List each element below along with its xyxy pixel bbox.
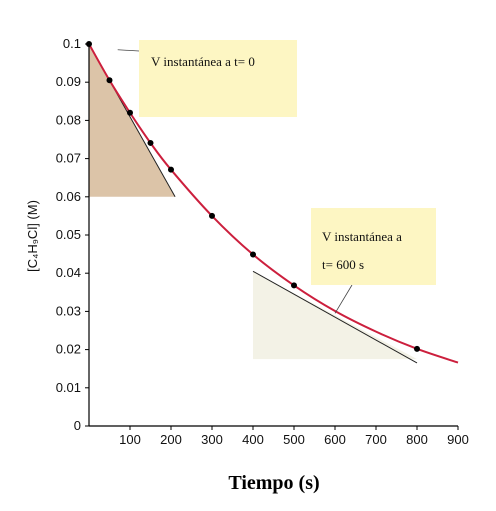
- annotation-text-2: V instantánea a: [322, 229, 402, 244]
- y-axis-title: [C₄H₉Cl] (M): [25, 200, 40, 272]
- y-tick-label: 0.04: [56, 265, 81, 280]
- annotation-box-2: [311, 208, 436, 285]
- y-tick-label: 0.03: [56, 303, 81, 318]
- x-tick-label: 800: [406, 432, 428, 447]
- data-point: [250, 251, 256, 257]
- data-point: [209, 213, 215, 219]
- annotation-pointer-1: [118, 50, 139, 51]
- data-point: [127, 110, 133, 116]
- y-tick-label: 0.09: [56, 74, 81, 89]
- x-tick-label: 300: [201, 432, 223, 447]
- y-tick-label: 0.08: [56, 112, 81, 127]
- y-tick-label: 0.02: [56, 342, 81, 357]
- x-tick-label: 200: [160, 432, 182, 447]
- annotation-pointer-2: [335, 285, 352, 313]
- annotation-box-1: [139, 40, 297, 117]
- y-tick-label: 0.05: [56, 227, 81, 242]
- y-tick-label: 0.1: [63, 36, 81, 51]
- annotation-text-2: t= 600 s: [322, 257, 364, 272]
- x-tick-label: 100: [119, 432, 141, 447]
- annotation-text-1: V instantánea a t= 0: [151, 54, 255, 69]
- x-tick-label: 500: [283, 432, 305, 447]
- y-tick-label: 0.01: [56, 380, 81, 395]
- data-point: [107, 77, 113, 83]
- x-tick-label: 400: [242, 432, 264, 447]
- data-point: [291, 282, 297, 288]
- y-tick-label: 0.06: [56, 189, 81, 204]
- data-point: [168, 167, 174, 173]
- y-tick-label: 0.07: [56, 151, 81, 166]
- x-tick-label: 700: [365, 432, 387, 447]
- y-tick-label: 0: [74, 418, 81, 433]
- x-tick-label: 900: [447, 432, 469, 447]
- data-point: [414, 346, 420, 352]
- data-point: [148, 140, 154, 146]
- x-tick-label: 600: [324, 432, 346, 447]
- x-axis-title: Tiempo (s): [228, 472, 319, 494]
